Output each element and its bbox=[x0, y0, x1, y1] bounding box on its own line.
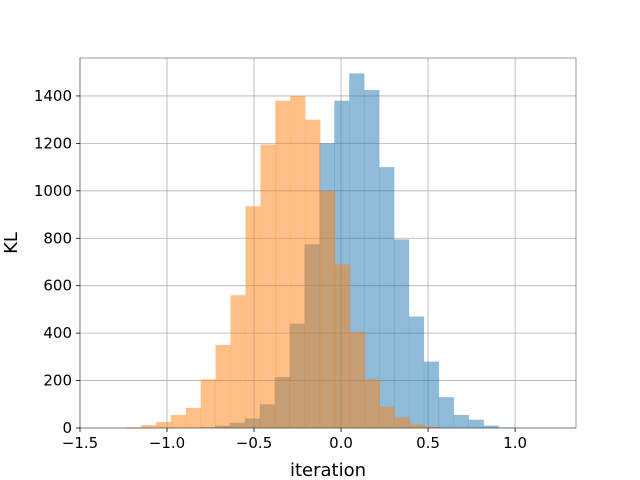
histogram-bar-series-1 bbox=[408, 316, 425, 428]
y-tick-label: 0 bbox=[62, 419, 72, 437]
y-tick-label: 200 bbox=[43, 372, 72, 390]
x-tick-label: −1.5 bbox=[62, 434, 98, 452]
plot-frame bbox=[79, 57, 577, 429]
histogram-bar-series-2 bbox=[305, 119, 321, 429]
histogram-bar-series-2 bbox=[245, 206, 261, 428]
y-tick-label: 1400 bbox=[34, 87, 72, 105]
histogram-bar-series-1 bbox=[364, 90, 380, 429]
y-axis-label: KL bbox=[1, 232, 22, 254]
y-tick-label: 1000 bbox=[34, 182, 72, 200]
histogram-bar-series-2 bbox=[394, 417, 410, 428]
histogram-bar-series-2 bbox=[260, 144, 276, 429]
histogram-bar-series-1 bbox=[453, 414, 469, 428]
histogram-bar-series-1 bbox=[468, 419, 484, 428]
x-tick-label: 1.0 bbox=[503, 434, 527, 452]
histogram-bar-series-2 bbox=[379, 406, 395, 428]
x-tick-label: −0.5 bbox=[236, 434, 272, 452]
y-tick-label: 600 bbox=[43, 277, 72, 295]
histogram-bar-series-1 bbox=[393, 239, 410, 428]
x-tick-label: 0.0 bbox=[329, 434, 353, 452]
histogram-bar-series-2 bbox=[156, 422, 172, 428]
histogram-bar-series-1 bbox=[423, 361, 440, 428]
histogram-bar-series-2 bbox=[334, 264, 351, 428]
histogram-bars bbox=[126, 73, 514, 429]
histogram-bar-series-2 bbox=[141, 425, 157, 428]
x-tick-label: −1.0 bbox=[149, 434, 185, 452]
histogram-bar-series-2 bbox=[275, 100, 291, 428]
histogram-bar-series-1 bbox=[438, 397, 454, 428]
y-tick-label: 800 bbox=[43, 229, 72, 247]
y-tick-label: 400 bbox=[43, 324, 72, 342]
histogram-bar-series-1 bbox=[379, 167, 395, 428]
x-tick-label: 0.5 bbox=[416, 434, 440, 452]
histogram-bar-series-2 bbox=[349, 331, 366, 428]
axis-ticks: −1.5 −1.0 −0.5 0.0 0.5 1.0 0 200 400 600 800 1000 12… bbox=[34, 87, 527, 452]
histogram-bar-series-2 bbox=[200, 379, 216, 428]
x-axis-label: iteration bbox=[290, 460, 366, 480]
histogram-bar-series-2 bbox=[215, 344, 231, 428]
histogram-bar-series-2 bbox=[409, 424, 425, 428]
histogram-bar-series-2 bbox=[185, 407, 202, 428]
histogram-bar-series-2 bbox=[319, 190, 336, 428]
histogram-bar-series-2 bbox=[364, 379, 381, 428]
histogram-bar-series-1 bbox=[483, 425, 499, 428]
y-tick-label: 1200 bbox=[34, 134, 72, 152]
histogram-bar-series-2 bbox=[290, 95, 306, 428]
histogram-bar-series-2 bbox=[170, 414, 187, 428]
histogram-bar-series-2 bbox=[424, 426, 440, 428]
histogram-bar-series-2 bbox=[230, 295, 246, 428]
